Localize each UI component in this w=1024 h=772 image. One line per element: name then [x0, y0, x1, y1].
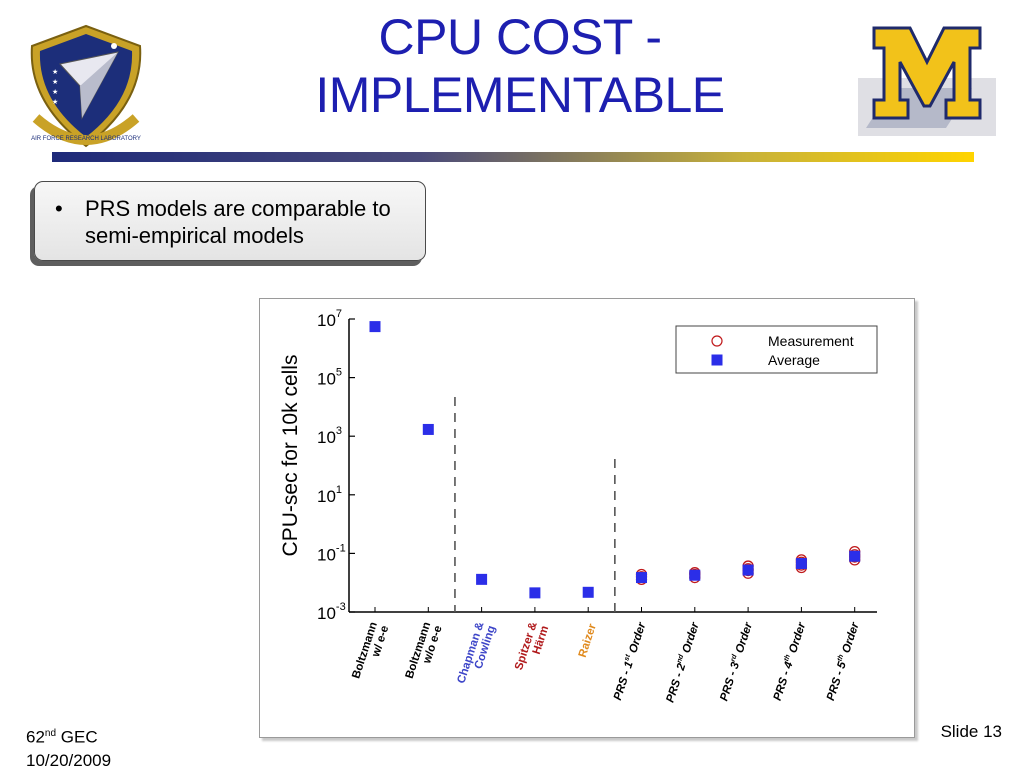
chart-svg: 107 105 103 101 10-1 10-3 CPU-sec for 10k cell…: [279, 308, 878, 704]
bullet-item: • PRS models are comparable to semi-empi…: [55, 195, 415, 249]
chart-legend: Measurement Average: [675, 325, 878, 374]
title-line-1: CPU COST -: [378, 9, 663, 65]
legend-marker-measurement: [711, 335, 723, 347]
svg-text:PRS - 4th Order: PRS - 4th Order: [771, 620, 809, 702]
average-point: [422, 423, 434, 435]
title-divider: [52, 152, 974, 162]
legend-label: Average: [768, 352, 820, 368]
x-tick-label: PRS - 2nd Order: [664, 620, 702, 704]
x-tick-label: PRS - 1st Order: [611, 620, 649, 702]
y-tick-label: 103: [317, 425, 342, 447]
average-point: [582, 586, 594, 598]
x-tick-label: Spitzer &Härm: [513, 621, 551, 672]
svg-text:AIR FORCE RESEARCH LABORATORY: AIR FORCE RESEARCH LABORATORY: [31, 136, 141, 142]
svg-text:Raizer: Raizer: [577, 622, 599, 659]
average-point: [529, 587, 541, 599]
slide-title: CPU COST - IMPLEMENTABLE: [230, 8, 810, 124]
average-point: [476, 573, 488, 585]
footer-date: 10/20/2009: [26, 750, 112, 770]
y-tick-label: 10-1: [317, 542, 346, 564]
footer-num: 62: [26, 727, 45, 747]
legend-box: [675, 325, 878, 374]
svg-text:★: ★: [52, 78, 58, 86]
footer-conference-name: 62nd GEC: [26, 722, 111, 749]
average-point: [636, 572, 647, 584]
y-tick-label: 105: [317, 367, 342, 389]
legend-label: Measurement: [768, 333, 854, 349]
y-tick-label: 107: [317, 308, 342, 330]
legend-marker-average: [711, 354, 723, 366]
footer-sup: nd: [44, 728, 57, 739]
y-tick-label: 101: [317, 484, 342, 506]
afrl-logo: ★ ★ ★ ★ AIR FORCE RESEARCH LABORATORY: [30, 24, 142, 148]
y-axis-label: CPU-sec for 10k cells: [279, 355, 302, 557]
svg-text:PRS - 2nd Order: PRS - 2nd Order: [664, 620, 702, 704]
bullet-text: PRS models are comparable to semi-empiri…: [85, 196, 391, 248]
umich-logo: M: [858, 26, 996, 136]
x-tick-label: Raizer: [577, 622, 599, 659]
x-tick-label: PRS - 3rd Order: [717, 620, 755, 703]
cpu-cost-chart: 107 105 103 101 10-1 10-3 CPU-sec for 10k cell…: [259, 298, 915, 738]
footer-gec: GEC: [56, 727, 98, 747]
average-point: [795, 558, 807, 570]
x-tick-label: Chapman &Cowling: [455, 621, 498, 685]
svg-text:★: ★: [52, 68, 58, 76]
svg-text:★: ★: [52, 98, 58, 106]
average-point: [369, 321, 381, 333]
bullet-icon: •: [55, 196, 63, 221]
svg-text:PRS - 3rd Order: PRS - 3rd Order: [717, 620, 755, 702]
x-tick-label: PRS - 5th Order: [824, 620, 862, 703]
svg-text:PRS - 5th Order: PRS - 5th Order: [824, 620, 862, 702]
footer-conference: 62nd GEC 10/20/2009: [26, 722, 111, 772]
x-tick-label: PRS - 4th Order: [771, 620, 809, 703]
svg-text:★: ★: [52, 88, 58, 96]
bullet-callout: • PRS models are comparable to semi-empi…: [34, 181, 426, 261]
average-point: [849, 550, 861, 562]
slide-number: Slide 13: [940, 722, 1002, 741]
average-point: [742, 564, 754, 576]
average-point: [689, 569, 701, 581]
y-tick-label: 10-3: [317, 601, 346, 623]
title-line-2: IMPLEMENTABLE: [315, 67, 725, 123]
svg-text:PRS - 1st Order: PRS - 1st Order: [611, 620, 649, 702]
